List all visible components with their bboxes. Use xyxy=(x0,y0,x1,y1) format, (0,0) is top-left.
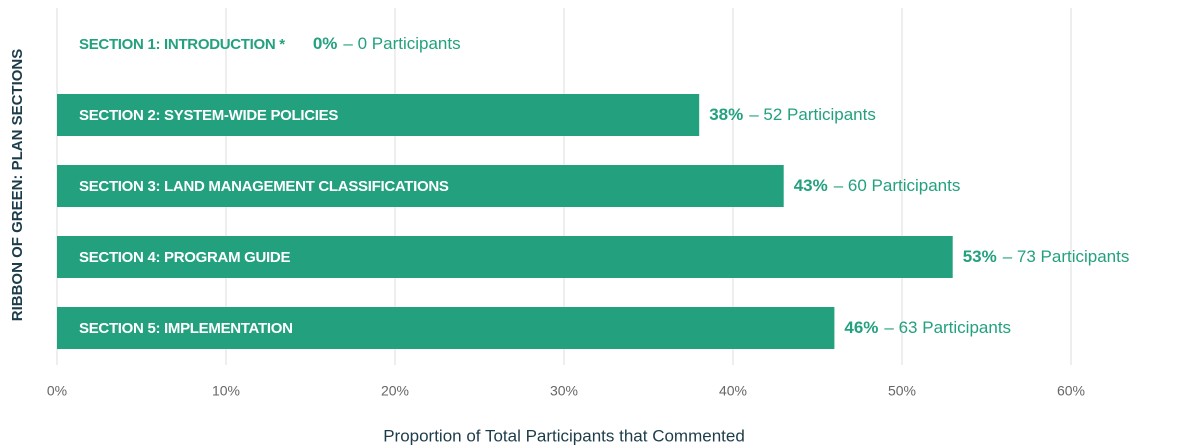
value-percent: 43% xyxy=(794,176,828,195)
x-tick-label: 0% xyxy=(47,383,67,399)
value-label: 0% – 0 Participants xyxy=(313,34,461,53)
category-label: SECTION 2: SYSTEM-WIDE POLICIES xyxy=(79,107,338,124)
x-tick-label: 50% xyxy=(888,383,916,399)
value-participants: – 0 Participants xyxy=(343,34,460,53)
x-axis-label: Proportion of Total Participants that Co… xyxy=(383,426,745,445)
y-axis-label: RIBBON OF GREEN: PLAN SECTIONS xyxy=(9,49,26,322)
bar xyxy=(57,236,953,278)
bar xyxy=(57,307,835,349)
value-label: 53% – 73 Participants xyxy=(963,247,1130,266)
value-percent: 46% xyxy=(844,318,878,337)
bar xyxy=(57,165,784,207)
value-percent: 38% xyxy=(709,105,743,124)
value-participants: – 63 Participants xyxy=(884,318,1011,337)
value-label: 46% – 63 Participants xyxy=(844,318,1011,337)
category-label: SECTION 5: IMPLEMENTATION xyxy=(79,320,293,337)
value-percent: 0% xyxy=(313,34,338,53)
value-participants: – 73 Participants xyxy=(1003,247,1130,266)
x-tick-label: 60% xyxy=(1057,383,1085,399)
x-tick-label: 10% xyxy=(212,383,240,399)
category-label: SECTION 4: PROGRAM GUIDE xyxy=(79,249,290,266)
x-tick-label: 20% xyxy=(381,383,409,399)
category-label: SECTION 3: LAND MANAGEMENT CLASSIFICATIO… xyxy=(79,178,449,195)
x-tick-label: 30% xyxy=(550,383,578,399)
bar xyxy=(57,94,700,136)
value-participants: – 60 Participants xyxy=(834,176,961,195)
value-participants: – 52 Participants xyxy=(749,105,876,124)
x-tick-label: 40% xyxy=(719,383,747,399)
value-label: 38% – 52 Participants xyxy=(709,105,876,124)
category-label: SECTION 1: INTRODUCTION * xyxy=(79,36,285,53)
value-label: 43% – 60 Participants xyxy=(794,176,961,195)
value-percent: 53% xyxy=(963,247,997,266)
